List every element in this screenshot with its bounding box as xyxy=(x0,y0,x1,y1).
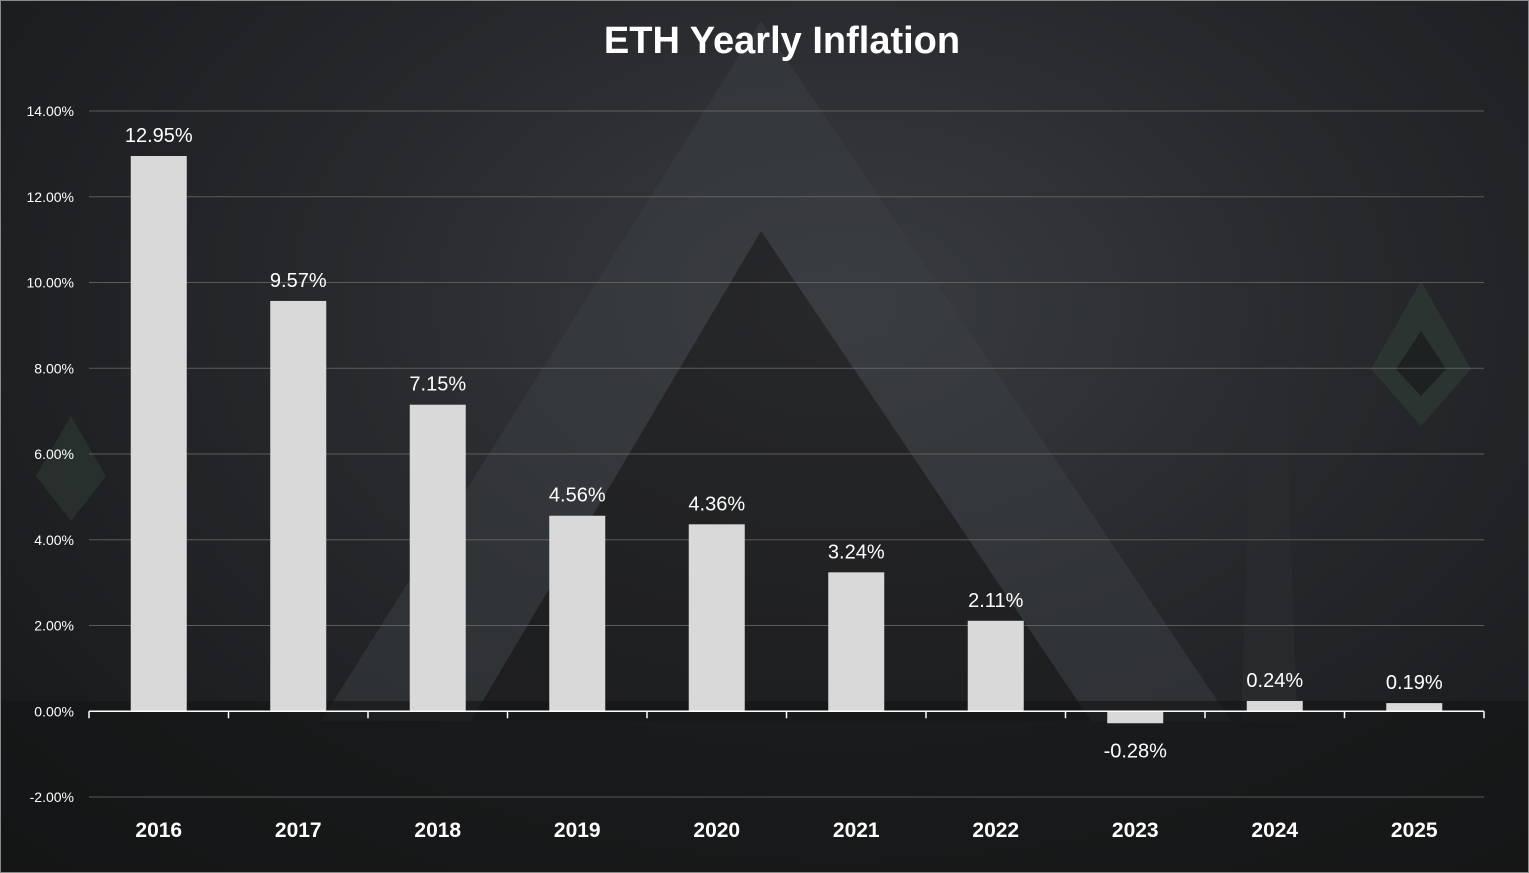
x-tick-label-2018: 2018 xyxy=(414,819,461,842)
y-tick-label: 14.00% xyxy=(27,103,74,119)
bar-2025 xyxy=(1386,703,1443,712)
y-tick-label: 8.00% xyxy=(34,360,74,376)
data-label-2023: -0.28% xyxy=(1104,740,1168,762)
y-axis-tick-labels: -2.00% 0.00% 2.00% 4.00% 6.00% 8.00% 10.00% 12.… xyxy=(27,103,74,805)
y-tick-label: 4.00% xyxy=(34,532,74,548)
x-tick-label-2021: 2021 xyxy=(833,819,880,842)
x-tick-label-2019: 2019 xyxy=(554,819,601,842)
x-tick-label-2023: 2023 xyxy=(1112,819,1159,842)
chart-title: ETH Yearly Inflation xyxy=(604,20,960,62)
x-tick-label-2024: 2024 xyxy=(1251,819,1298,842)
y-tick-label: 2.00% xyxy=(34,618,74,634)
x-axis-category-labels: 2016 2017 2018 2019 2020 2021 2022 2023 2024 2025 xyxy=(135,819,1438,842)
x-tick-label-2020: 2020 xyxy=(693,819,740,842)
y-tick-label: 10.00% xyxy=(27,275,74,291)
x-tick-label-2025: 2025 xyxy=(1391,819,1438,842)
data-label-2024: 0.24% xyxy=(1246,670,1303,692)
bar-2022 xyxy=(967,620,1024,712)
x-axis xyxy=(88,710,1485,719)
data-labels: 12.95% 9.57% 7.15% 4.56% 4.36% 3.24% 2.11% -0.2… xyxy=(125,125,1443,762)
x-tick-label-2017: 2017 xyxy=(275,819,322,842)
data-label-2025: 0.19% xyxy=(1386,672,1443,694)
x-tick-label-2016: 2016 xyxy=(135,819,182,842)
bar-2018 xyxy=(409,404,466,712)
bar-2024 xyxy=(1246,700,1303,712)
data-label-2022: 2.11% xyxy=(968,590,1023,612)
bar-2017 xyxy=(270,300,327,712)
data-label-2017: 9.57% xyxy=(270,270,327,292)
bar-2023 xyxy=(1107,711,1164,724)
bars xyxy=(130,156,1443,724)
data-label-2021: 3.24% xyxy=(828,541,885,563)
x-tick-label-2022: 2022 xyxy=(972,819,1019,842)
data-label-2018: 7.15% xyxy=(409,374,466,396)
data-label-2020: 4.36% xyxy=(688,493,745,515)
bar-2021 xyxy=(828,572,885,712)
y-tick-label: 12.00% xyxy=(27,189,74,205)
bar-2020 xyxy=(688,524,745,712)
bar-2019 xyxy=(549,515,606,712)
data-label-2016: 12.95% xyxy=(125,125,193,147)
y-tick-label: 0.00% xyxy=(34,703,74,719)
y-tick-label: 6.00% xyxy=(34,446,74,462)
data-label-2019: 4.56% xyxy=(549,485,606,507)
bar-2016 xyxy=(130,156,187,712)
y-tick-label: -2.00% xyxy=(30,789,74,805)
